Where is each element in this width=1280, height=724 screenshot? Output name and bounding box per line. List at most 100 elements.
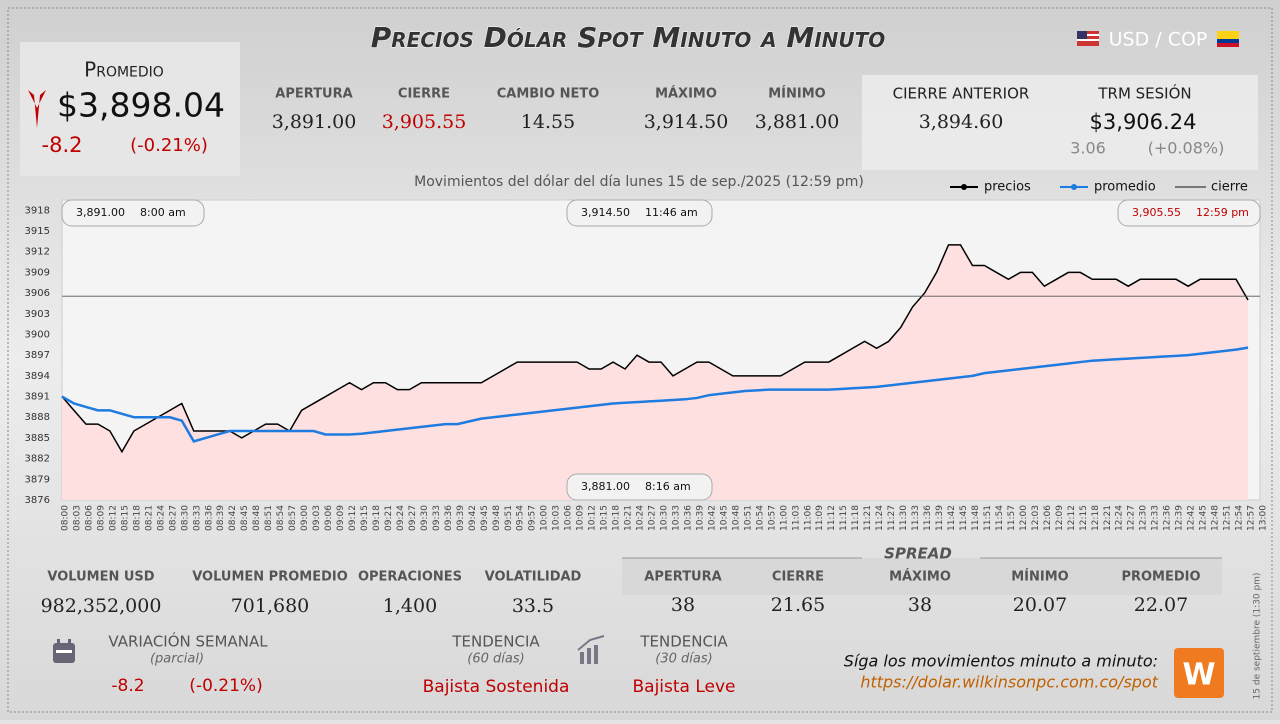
stat-value: 3,914.50 [644,111,729,133]
x-tick-label: 12:54 [1235,505,1245,531]
x-tick-label: 10:03 [552,505,562,531]
y-tick-label: 3903 [25,309,50,320]
legend-dot [1071,184,1077,190]
x-tick-label: 10:18 [612,505,622,531]
x-tick-label: 09:39 [456,505,466,531]
stat-label: APERTURA [275,87,352,102]
x-tick-label: 10:33 [671,505,681,531]
x-tick-label: 10:42 [707,505,717,531]
annotation-box [566,473,713,501]
x-tick-label: 10:27 [648,505,658,531]
x-tick-label: 12:03 [1031,505,1041,531]
x-tick-label: 12:42 [1187,505,1197,531]
x-tick-label: 09:12 [348,505,358,531]
x-tick-label: 09:18 [372,505,382,531]
x-tick-label: 10:57 [767,505,777,531]
y-tick-label: 3888 [25,412,50,423]
price-area [62,244,1249,500]
spread-stats: APERTURA 38 CIERRE 21.65 MÁXIMO 38 MÍNIMO 20.07… [644,569,1200,617]
x-tick-label: 09:15 [360,505,370,531]
y-tick-label: 3879 [25,474,50,485]
trend-period: (60 días) [467,652,524,667]
spread-label: MÍNIMO [1011,569,1068,585]
annotation-time: 8:16 am [645,480,691,493]
x-tick-label: 12:51 [1223,505,1233,531]
trm-change: 3.06 [1070,139,1106,158]
stat-value: 3,881.00 [755,111,840,133]
x-tick-label: 09:06 [324,505,334,531]
x-tick-label: 08:36 [204,505,214,531]
x-tick-label: 08:09 [96,505,106,531]
x-tick-label: 12:39 [1175,505,1185,531]
logo: W [1174,648,1224,698]
x-tick-label: 11:57 [1007,505,1017,531]
x-tick-label: 12:30 [1139,505,1149,531]
x-tick-label: 09:48 [492,505,502,531]
y-tick-label: 3885 [25,433,50,444]
annotation-value: 3,891.00 [76,206,125,219]
x-tick-label: 12:21 [1103,505,1113,531]
weekly-note: (parcial) [150,652,204,667]
x-tick-label: 12:57 [1247,505,1257,531]
x-tick-label: 12:09 [1055,505,1065,531]
trend-value: Bajista Leve [632,677,735,697]
y-tick-label: 3909 [25,267,50,278]
x-tick-label: 12:12 [1067,505,1077,531]
x-tick-label: 08:27 [168,505,178,531]
x-tick-label: 09:54 [516,505,526,531]
trm-pct: (+0.08%) [1148,139,1225,158]
x-tick-label: 12:18 [1091,505,1101,531]
x-tick-label: 10:48 [731,505,741,531]
legend-label: precios [984,180,1031,195]
volume-stats: VOLUMEN USD 982,352,000 VOLUMEN PROMEDIO 70… [41,570,582,618]
chart-title: Movimientos del dólar del día lunes 15 d… [414,174,864,190]
stat-value: 3,905.55 [382,111,467,133]
x-tick-label: 08:12 [108,505,118,531]
x-tick-label: 12:33 [1151,505,1161,531]
annotation-value: 3,881.00 [581,480,630,493]
series-line [61,244,1249,454]
annotation-time: 8:00 am [140,206,186,219]
annotation-value: 3,914.50 [581,206,630,219]
volume-value: 701,680 [231,595,310,617]
x-tick-label: 11:24 [875,505,885,531]
x-tick-label: 12:00 [1019,505,1029,531]
y-tick-label: 3876 [25,495,50,506]
footer-link[interactable]: https://dolar.wilkinsonpc.com.co/spot [860,673,1158,692]
x-tick-label: 12:45 [1199,505,1209,531]
x-tick-label: 10:09 [576,505,586,531]
x-tick-label: 10:30 [660,505,670,531]
legend-label: cierre [1211,180,1248,195]
x-tick-label: 11:36 [923,505,933,531]
y-tick-label: 3912 [25,247,50,258]
trm-label: TRM SESIÓN [1097,84,1191,103]
y-tick-label: 3900 [25,329,50,340]
y-tick-label: 3915 [25,226,50,237]
x-tick-label: 08:33 [192,505,202,531]
weekly-change: -8.2 [111,676,144,696]
x-tick-label: 11:21 [863,505,873,531]
x-tick-label: 11:06 [803,505,813,531]
prev-value: 3,894.60 [919,111,1004,133]
x-tick-label: 10:12 [588,505,598,531]
x-tick-label: 08:06 [84,505,94,531]
x-tick-label: 08:03 [72,505,82,531]
weekly-label: VARIACIÓN SEMANAL [108,632,268,651]
x-tick-label: 08:54 [276,505,286,531]
trends: TENDENCIA(60 días)Bajista SostenidaTENDE… [423,633,736,698]
spread-label: APERTURA [644,570,721,585]
spread-value: 21.65 [771,594,825,616]
x-tick-label: 11:12 [827,505,837,531]
x-tick-label: 09:00 [300,505,310,531]
x-tick-label: 11:30 [899,505,909,531]
stat-label: MÍNIMO [768,86,825,102]
x-tick-label: 11:33 [911,505,921,531]
volume-label: VOLUMEN USD [47,570,154,585]
x-tick-label: 08:18 [132,505,142,531]
spread-label: CIERRE [772,570,824,585]
x-tick-label: 09:27 [408,505,418,531]
volume-label: OPERACIONES [358,570,462,585]
volume-value: 33.5 [512,595,554,617]
